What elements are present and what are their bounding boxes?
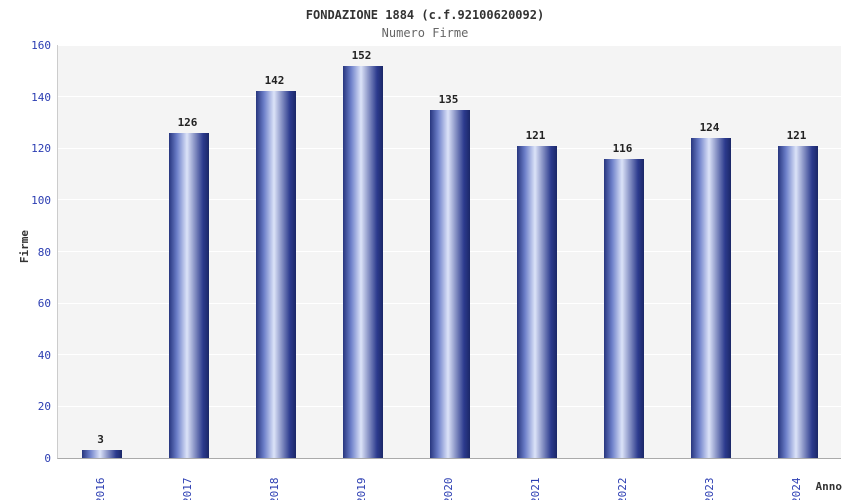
y-tick-label: 40: [37, 348, 51, 362]
bar-value-label: 142: [264, 74, 285, 88]
bar-value-label: 121: [786, 128, 807, 142]
bar: [168, 132, 209, 458]
y-tick-label: 80: [37, 245, 51, 259]
y-tick-label: 140: [31, 90, 51, 104]
bar-value-label: 116: [612, 141, 633, 155]
x-axis-title: Anno: [815, 480, 843, 493]
y-tick-label: 100: [31, 193, 51, 207]
x-tick-label: 2020: [441, 477, 455, 500]
bar: [516, 145, 557, 458]
bar-value-label: 121: [525, 128, 546, 142]
bar: [81, 450, 122, 458]
x-tick-label: 2021: [528, 477, 542, 500]
x-tick-label: 2023: [702, 477, 716, 500]
plot-area: [57, 44, 841, 459]
x-tick-label: 2016: [93, 477, 107, 500]
bar: [690, 137, 731, 458]
bar: [603, 158, 644, 458]
bar: [429, 109, 470, 458]
chart-title: FONDAZIONE 1884 (c.f.92100620092): [305, 8, 545, 22]
bar-value-label: 124: [699, 120, 720, 134]
x-tick-label: 2018: [267, 477, 281, 500]
chart-subtitle: Numero Firme: [381, 26, 469, 40]
bar-value-label: 135: [438, 92, 459, 106]
x-tick-label: 2024: [789, 477, 803, 500]
bar-value-label: 152: [351, 48, 372, 62]
x-tick-label: 2019: [354, 477, 368, 500]
y-tick-label: 0: [44, 452, 51, 465]
y-tick-label: 20: [37, 400, 51, 414]
bar-value-label: 3: [97, 433, 104, 447]
x-tick-label: 2017: [180, 477, 194, 500]
bar: [777, 145, 818, 458]
bar: [342, 65, 383, 458]
gridline: [58, 44, 841, 46]
bar-value-label: 126: [177, 115, 198, 129]
x-tick-label: 2022: [615, 477, 629, 500]
gridline: [58, 96, 841, 98]
y-tick-label: 160: [31, 39, 51, 52]
bar: [255, 91, 296, 458]
y-tick-label: 120: [31, 142, 51, 156]
y-tick-label: 60: [37, 297, 51, 311]
